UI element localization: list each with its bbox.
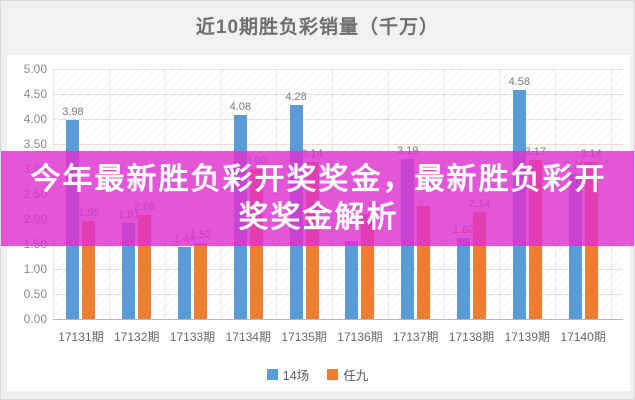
- y-tick-label: 0.50: [23, 287, 47, 301]
- y-tick-label: 5.00: [23, 62, 47, 76]
- y-tick-label: 4.50: [23, 87, 47, 101]
- legend-label: 14场: [282, 368, 310, 383]
- bar-任九-17133期: [194, 243, 207, 319]
- legend-item-14场: 14场: [266, 365, 310, 384]
- bar-label: 4.58: [508, 76, 530, 88]
- legend-swatch-icon: [327, 368, 339, 380]
- x-tick-label: 17140期: [560, 330, 606, 344]
- legend-item-任九: 任九: [327, 365, 368, 384]
- promo-banner-line-2: 奖奖金解析: [238, 200, 399, 234]
- chart-legend: 14场 任九: [1, 364, 634, 384]
- y-tick-label: 3.50: [23, 137, 47, 151]
- legend-label: 任九: [343, 368, 369, 383]
- y-tick-label: 0.00: [23, 312, 47, 326]
- x-tick-label: 17137期: [393, 330, 439, 344]
- y-tick-label: 1.00: [23, 262, 47, 276]
- x-tick-label: 17139期: [504, 330, 550, 344]
- x-axis: 17131期 17132期 17133期 17134期 17135期 17136期 1713…: [53, 328, 623, 346]
- bar-14场-17133期: [178, 247, 191, 319]
- x-tick-label: 17136期: [337, 330, 383, 344]
- bar-14场-17136期: [345, 241, 359, 319]
- x-tick-label: 17131期: [58, 330, 104, 344]
- bar-14场-17138期: [457, 238, 470, 319]
- x-tick-label: 17132期: [114, 330, 160, 344]
- chart-title: 近10期胜负彩销量（千万）: [195, 17, 440, 38]
- y-tick-label: 4.00: [23, 112, 47, 126]
- x-tick-label: 17138期: [448, 330, 495, 344]
- legend-swatch-icon: [266, 368, 278, 380]
- x-tick-label: 17135期: [281, 330, 327, 344]
- x-tick-label: 17134期: [225, 330, 271, 344]
- bar-label: 3.98: [62, 106, 84, 118]
- promo-banner-line-1: 今年最新胜负彩开奖奖金，最新胜负彩开: [30, 162, 607, 196]
- bar-label: 4.28: [285, 91, 307, 103]
- x-tick-label: 17133期: [169, 330, 216, 344]
- promo-banner: 今年最新胜负彩开奖奖金，最新胜负彩开 奖奖金解析: [1, 151, 634, 246]
- bar-label: 4.08: [229, 101, 251, 113]
- bar-14场-17132期: [122, 223, 136, 319]
